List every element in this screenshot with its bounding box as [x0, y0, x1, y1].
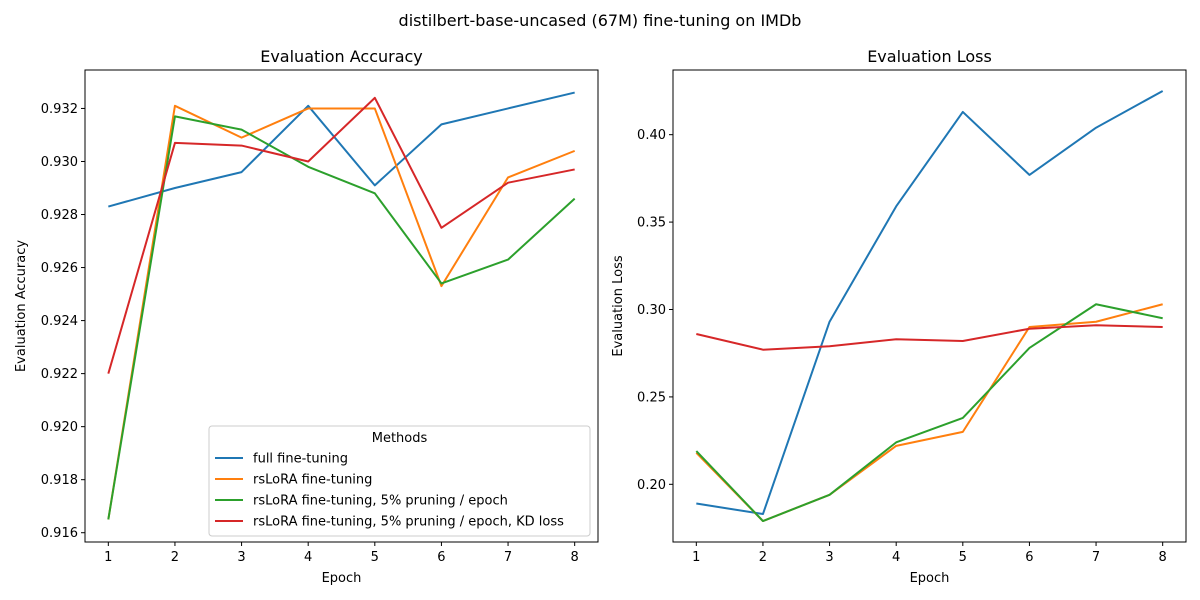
y-tick-label: 0.928	[41, 208, 78, 223]
series-line-4	[696, 324, 1163, 351]
x-axis-label: Epoch	[322, 571, 362, 586]
axes-frame	[672, 69, 1187, 543]
legend: Methods full fine-tuning rsLoRA fine-tunin…	[208, 425, 591, 537]
series-line-1	[696, 90, 1164, 516]
x-tick-label: 4	[304, 550, 312, 565]
x-tick-label: 2	[171, 550, 179, 565]
x-tick-label: 5	[959, 550, 967, 565]
chart-panel-2: Evaluation Loss 1 2 3 4 5 6 7 8 0.20 0.25 0.30 0.35 0…	[611, 47, 1187, 586]
y-tick-label: 0.920	[41, 420, 78, 435]
y-tick-label: 0.918	[41, 473, 78, 488]
series-line-4	[107, 96, 575, 374]
legend-title: Methods	[372, 431, 428, 446]
y-tick-label: 0.924	[41, 314, 78, 329]
y-tick-label: 0.40	[637, 128, 666, 143]
panels: Evaluation Accuracy 1 2 3 4 5 6 7 8 0.916 0.918 0.9…	[14, 47, 1187, 586]
x-tick-label: 8	[571, 550, 579, 565]
legend-box	[208, 425, 591, 537]
x-tick-label: 6	[437, 550, 445, 565]
series-line-3	[107, 115, 576, 520]
x-tick-label: 7	[1092, 550, 1100, 565]
x-tick-label: 6	[1025, 550, 1033, 565]
figure-suptitle: distilbert-base-uncased (67M) fine-tunin…	[399, 11, 802, 30]
legend-entry-label: rsLoRA fine-tuning	[253, 473, 372, 488]
y-axis-label: Evaluation Accuracy	[14, 240, 29, 372]
x-tick-label: 3	[825, 550, 833, 565]
legend-entry-label: full fine-tuning	[253, 452, 348, 467]
x-tick-label: 5	[371, 550, 379, 565]
axes-frame	[84, 69, 599, 543]
x-tick-label: 1	[692, 550, 700, 565]
x-tick-label: 2	[759, 550, 767, 565]
series-line-2	[107, 104, 576, 520]
legend-entry-label: rsLoRA fine-tuning, 5% pruning / epoch	[253, 494, 508, 509]
y-tick-label: 0.30	[637, 303, 666, 318]
y-tick-label: 0.916	[41, 526, 78, 541]
y-tick-label: 0.932	[41, 102, 78, 117]
series-line-3	[695, 303, 1163, 523]
x-tick-label: 4	[892, 550, 900, 565]
y-tick-label: 0.922	[41, 367, 78, 382]
y-axis-label: Evaluation Loss	[611, 255, 626, 356]
x-tick-label: 8	[1159, 550, 1167, 565]
y-tick-label: 0.926	[41, 261, 78, 276]
chart-title: Evaluation Loss	[867, 47, 992, 66]
x-tick-label: 1	[104, 550, 112, 565]
x-axis-label: Epoch	[910, 571, 950, 586]
y-tick-label: 0.35	[637, 216, 666, 231]
chart-title: Evaluation Accuracy	[260, 47, 423, 66]
y-tick-label: 0.20	[637, 478, 666, 493]
legend-entry-label: rsLoRA fine-tuning, 5% pruning / epoch, …	[253, 515, 564, 530]
y-tick-label: 0.25	[637, 390, 666, 405]
chart-panel-1: Evaluation Accuracy 1 2 3 4 5 6 7 8 0.916 0.918 0.9…	[14, 47, 599, 586]
series-line-1	[108, 91, 575, 208]
y-tick-label: 0.930	[41, 155, 78, 170]
x-tick-label: 3	[237, 550, 245, 565]
x-tick-label: 7	[504, 550, 512, 565]
